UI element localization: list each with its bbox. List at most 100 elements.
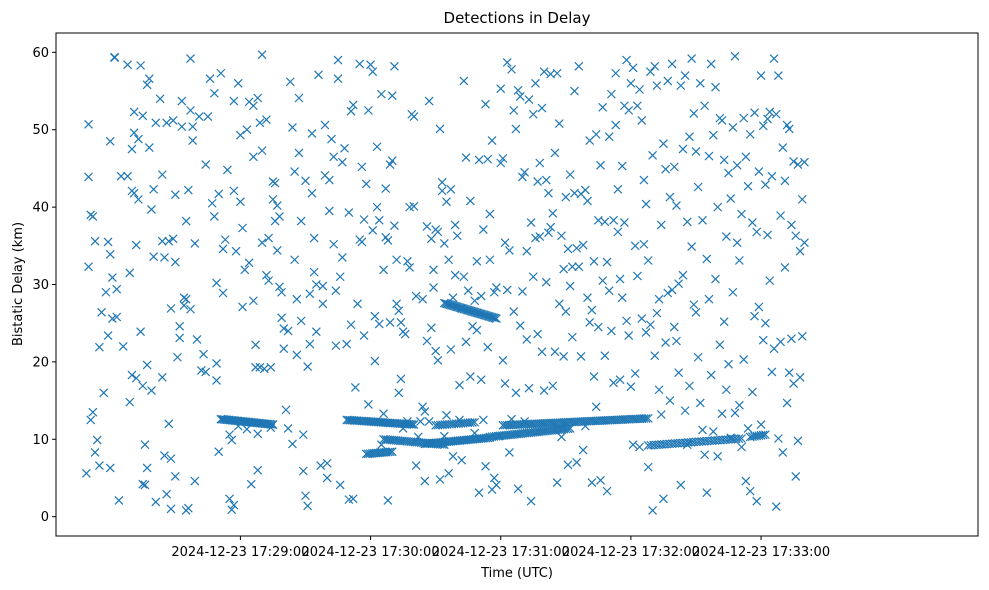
- y-axis-ticks: 0 10 20 30 40 50 60: [32, 46, 56, 525]
- data-point: [277, 287, 287, 297]
- data-point: [537, 347, 547, 357]
- data-point: [333, 55, 343, 65]
- data-point: [437, 186, 447, 196]
- data-point: [481, 461, 490, 471]
- data-point: [704, 151, 714, 161]
- data-point: [125, 397, 135, 407]
- data-point: [125, 268, 135, 278]
- data-point: [207, 198, 217, 208]
- data-point: [778, 143, 788, 152]
- data-point: [567, 262, 577, 272]
- data-point: [800, 238, 809, 248]
- data-point: [97, 307, 106, 317]
- data-point: [142, 360, 152, 370]
- y-axis-label: Bistatic Delay (km): [11, 222, 26, 346]
- data-point: [567, 332, 577, 342]
- data-point: [672, 336, 681, 346]
- data-point: [298, 466, 308, 476]
- data-point: [559, 352, 569, 361]
- data-point: [732, 238, 742, 248]
- data-point: [214, 189, 224, 199]
- data-point: [218, 244, 228, 254]
- data-point: [157, 372, 167, 382]
- data-point: [615, 274, 625, 284]
- data-point: [268, 420, 278, 429]
- data-point: [776, 337, 786, 347]
- data-point: [698, 425, 707, 435]
- data-point: [422, 336, 432, 346]
- data-point: [674, 279, 684, 289]
- data-point: [557, 432, 566, 442]
- data-point: [229, 96, 239, 106]
- data-point: [739, 355, 749, 364]
- data-point: [294, 148, 304, 158]
- data-point: [641, 414, 651, 423]
- data-point: [418, 402, 428, 412]
- data-point: [235, 130, 245, 140]
- data-point: [552, 478, 562, 488]
- data-point: [526, 496, 536, 506]
- data-point: [602, 486, 612, 496]
- data-point: [793, 160, 803, 169]
- data-point: [392, 255, 402, 265]
- data-point: [652, 308, 662, 318]
- data-point: [461, 337, 471, 347]
- data-point: [298, 430, 308, 440]
- data-point: [374, 319, 384, 329]
- data-point: [170, 257, 180, 267]
- x-tick-label: 2024-12-23 17:32:00: [562, 545, 700, 560]
- data-point: [724, 359, 733, 369]
- x-axis-label: Time (UTC): [480, 566, 553, 581]
- data-point: [663, 288, 673, 298]
- data-point: [94, 342, 104, 352]
- data-point: [105, 463, 115, 473]
- data-point: [795, 372, 805, 382]
- data-point: [248, 296, 258, 306]
- data-point: [136, 61, 146, 70]
- data-point: [390, 221, 399, 231]
- data-point: [301, 491, 310, 501]
- data-point: [659, 139, 668, 149]
- data-point: [517, 287, 527, 296]
- data-point: [344, 208, 354, 217]
- data-point: [99, 388, 109, 398]
- data-point: [446, 345, 456, 354]
- data-point: [663, 76, 673, 86]
- data-point: [528, 272, 538, 282]
- data-point: [385, 447, 395, 457]
- data-point: [750, 311, 759, 321]
- data-point: [728, 122, 738, 132]
- data-point: [641, 199, 651, 209]
- data-point: [687, 242, 697, 252]
- data-point: [591, 402, 601, 412]
- data-point: [318, 299, 328, 309]
- data-point: [470, 296, 480, 306]
- data-point: [151, 118, 161, 128]
- data-point: [238, 223, 247, 233]
- data-point: [763, 230, 772, 240]
- data-point: [118, 341, 128, 351]
- data-point: [606, 326, 616, 336]
- data-point: [290, 167, 300, 176]
- data-point: [248, 152, 258, 162]
- data-point: [418, 294, 428, 304]
- data-point: [296, 316, 306, 326]
- data-point: [359, 215, 369, 224]
- data-point: [613, 184, 623, 194]
- data-point: [309, 233, 319, 243]
- data-point: [84, 119, 93, 129]
- data-point: [422, 222, 432, 231]
- data-point: [322, 473, 332, 483]
- data-point: [444, 468, 454, 478]
- data-point: [305, 339, 315, 349]
- data-point: [149, 184, 159, 194]
- x-tick-label: 2024-12-23 17:31:00: [432, 545, 570, 560]
- data-point: [424, 417, 434, 426]
- data-point: [561, 192, 571, 202]
- data-point: [641, 328, 651, 337]
- data-point: [544, 228, 553, 238]
- data-point: [266, 362, 276, 372]
- data-point: [784, 124, 794, 134]
- data-point: [676, 480, 686, 490]
